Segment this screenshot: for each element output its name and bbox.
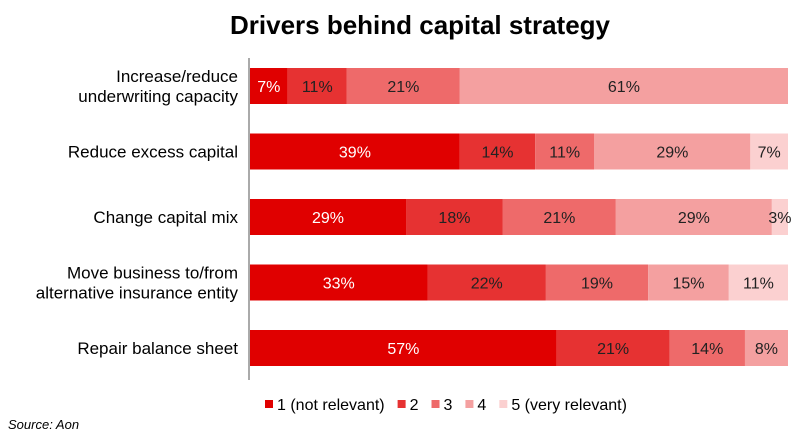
data-label: 11% — [549, 145, 580, 162]
bar-segment — [771, 199, 788, 235]
data-label: 7% — [257, 79, 280, 96]
bar-segment — [648, 264, 729, 301]
bar-segment — [459, 133, 536, 170]
data-label: 3% — [768, 210, 791, 227]
category-label: Increase/reduce — [116, 67, 238, 86]
data-label: 39% — [339, 145, 371, 162]
category-label: Move business to/from — [67, 264, 238, 283]
legend: 1 (not relevant) 2 3 4 5 (very relevant) — [265, 397, 627, 414]
category-label: Change capital mix — [93, 208, 238, 227]
data-label: 21% — [543, 210, 575, 227]
legend-label: 2 — [410, 397, 419, 414]
data-label: 33% — [323, 276, 355, 293]
bar-segment — [535, 133, 595, 170]
legend-swatch — [499, 400, 508, 408]
bars: 7% 11% 21% 61% 39% 14% 11% 29% 7% 29% 18% 21% 29% 3% 3… — [250, 68, 791, 366]
bar-segment — [287, 68, 347, 104]
bar-segment — [250, 133, 460, 170]
data-label: 57% — [387, 341, 419, 358]
bar-segment — [669, 330, 745, 366]
category-label: alternative insurance entity — [36, 284, 239, 303]
bar-segment — [615, 199, 772, 235]
source-note: Source: Aon — [8, 417, 79, 432]
bar-segment — [728, 264, 788, 301]
data-label: 19% — [581, 276, 613, 293]
category-label: underwriting capacity — [78, 87, 238, 106]
data-label: 15% — [672, 276, 704, 293]
bar-segment — [250, 264, 428, 301]
bar-segment — [594, 133, 751, 170]
bar-segment — [459, 68, 788, 104]
data-label: 22% — [471, 276, 503, 293]
data-label: 61% — [608, 79, 640, 96]
legend-swatch — [397, 400, 406, 408]
legend-swatch — [465, 400, 474, 408]
data-label: 14% — [481, 145, 513, 162]
bar-segment — [502, 199, 616, 235]
data-label: 18% — [438, 210, 470, 227]
legend-swatch — [265, 400, 273, 408]
bar-segment — [406, 199, 503, 235]
category-label: Reduce excess capital — [68, 143, 238, 162]
legend-label: 4 — [477, 397, 486, 414]
category-label: Repair balance sheet — [77, 339, 238, 358]
data-label: 8% — [755, 341, 778, 358]
data-label: 29% — [656, 145, 688, 162]
data-label: 29% — [678, 210, 710, 227]
legend-swatch — [431, 400, 440, 408]
data-label: 7% — [758, 145, 781, 162]
legend-label: 5 (very relevant) — [511, 397, 627, 414]
bar-segment — [250, 330, 557, 366]
chart-title: Drivers behind capital strategy — [230, 10, 611, 40]
data-label: 14% — [691, 341, 723, 358]
bar-segment — [427, 264, 546, 301]
data-label: 21% — [597, 341, 629, 358]
data-label: 11% — [743, 276, 774, 293]
bar-segment — [556, 330, 670, 366]
data-label: 29% — [312, 210, 344, 227]
legend-label: 1 (not relevant) — [277, 397, 385, 414]
data-label: 21% — [387, 79, 419, 96]
bar-segment — [346, 68, 460, 104]
bar-segment — [250, 199, 407, 235]
data-label: 11% — [302, 79, 333, 96]
bar-segment — [545, 264, 649, 301]
bar-segment — [250, 68, 288, 104]
legend-label: 3 — [444, 397, 453, 414]
bar-segment — [744, 330, 788, 366]
bar-segment — [750, 133, 788, 170]
